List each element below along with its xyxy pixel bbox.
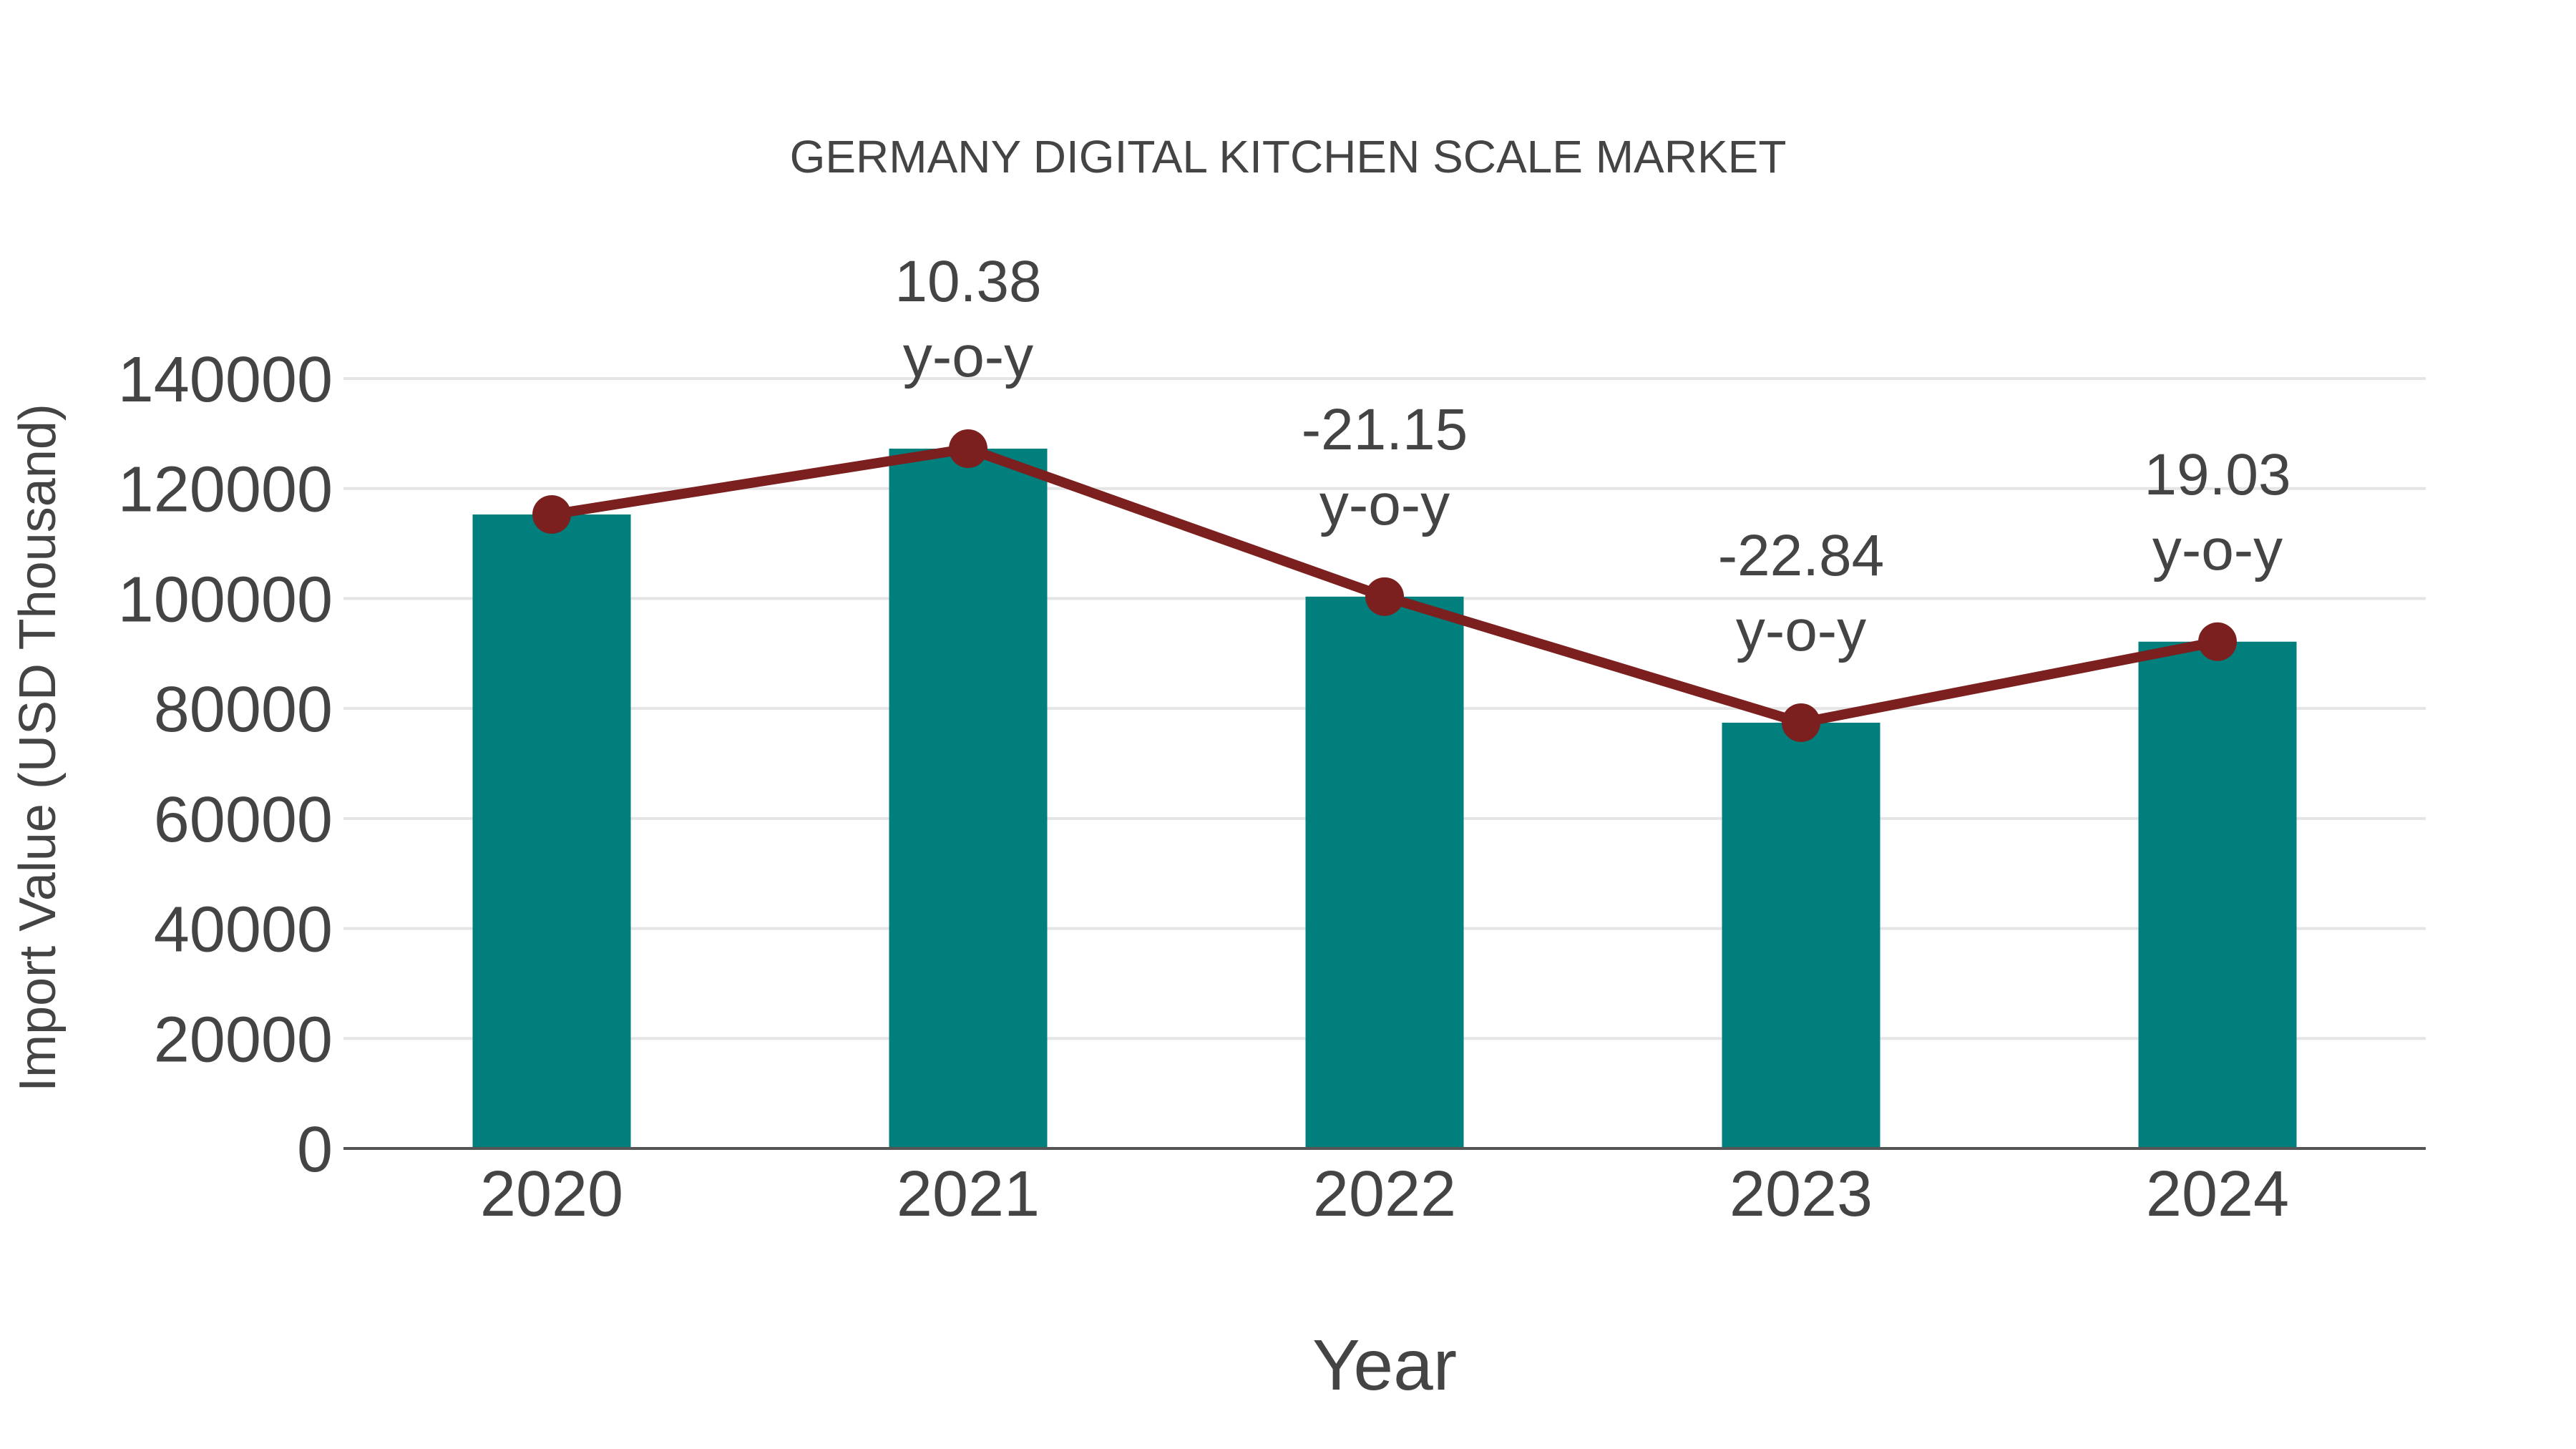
chart-title: GERMANY DIGITAL KITCHEN SCALE MARKET xyxy=(790,131,1787,182)
marker-2020 xyxy=(532,494,571,534)
y-tick-label: 0 xyxy=(297,1114,333,1186)
bar-2023 xyxy=(1722,722,1880,1148)
x-tick-label: 2020 xyxy=(480,1158,623,1230)
x-axis-ticks: 2020 2021 2022 2023 2024 xyxy=(480,1158,2289,1230)
x-tick-label: 2024 xyxy=(2146,1158,2289,1230)
y-axis-title: Import Value (USD Thousand) xyxy=(9,404,67,1092)
bar-2020 xyxy=(472,514,631,1148)
yoy-suffix: y-o-y xyxy=(1736,598,1866,663)
y-tick-label: 120000 xyxy=(118,454,333,526)
x-tick-label: 2021 xyxy=(897,1158,1040,1230)
y-tick-label: 140000 xyxy=(118,344,333,416)
x-tick-label: 2023 xyxy=(1729,1158,1873,1230)
yoy-suffix: y-o-y xyxy=(1319,472,1450,537)
line-series xyxy=(532,429,2237,742)
yoy-annotations: 10.38 y-o-y -21.15 y-o-y -22.84 y-o-y 19.03 y-o… xyxy=(894,249,2290,663)
x-axis-title: Year xyxy=(1312,1325,1457,1405)
yoy-value: 10.38 xyxy=(894,249,1041,314)
marker-2023 xyxy=(1782,703,1820,742)
yoy-value: 19.03 xyxy=(2144,442,2290,507)
y-tick-label: 80000 xyxy=(154,674,333,746)
marker-2024 xyxy=(2198,622,2237,661)
y-tick-label: 60000 xyxy=(154,784,333,856)
bar-2022 xyxy=(1305,596,1464,1148)
y-tick-label: 100000 xyxy=(118,564,333,635)
y-tick-label: 20000 xyxy=(154,1004,333,1075)
x-tick-label: 2022 xyxy=(1313,1158,1456,1230)
yoy-value: -21.15 xyxy=(1302,397,1468,462)
bar-2024 xyxy=(2138,641,2297,1148)
yoy-suffix: y-o-y xyxy=(2152,517,2283,582)
yoy-value: -22.84 xyxy=(1718,523,1885,588)
bar-series xyxy=(472,448,2297,1148)
y-tick-label: 40000 xyxy=(154,894,333,966)
marker-2021 xyxy=(949,429,987,468)
marker-2022 xyxy=(1365,577,1404,616)
y-axis-ticks: 0 20000 40000 60000 80000 100000 120000 140000 xyxy=(118,344,333,1186)
yoy-suffix: y-o-y xyxy=(903,324,1033,389)
bar-2021 xyxy=(889,448,1048,1148)
